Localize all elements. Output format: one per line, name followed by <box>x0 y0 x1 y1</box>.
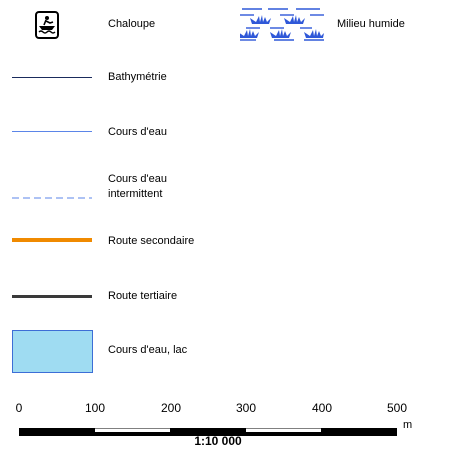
scale-tick-200: 200 <box>160 401 182 415</box>
legend-label-bathymetrie: Bathymétrie <box>108 71 167 83</box>
boat-icon <box>35 11 59 39</box>
bathymetry-line-symbol <box>12 77 92 78</box>
secondary-road-symbol <box>12 238 92 242</box>
scale-tick-500: 500 <box>386 401 408 415</box>
lake-fill-symbol <box>12 330 93 373</box>
scale-tick-300: 300 <box>235 401 257 415</box>
scale-tick-100: 100 <box>84 401 106 415</box>
scale-ratio: 1:10 000 <box>194 434 242 448</box>
legend-label-cours-deau-lac: Cours d'eau, lac <box>108 344 188 356</box>
legend-label-chaloupe: Chaloupe <box>108 18 156 30</box>
legend-label-cours-deau: Cours d'eau <box>108 126 167 138</box>
legend-label-cours-deau-intermittent-line2: intermittent <box>108 188 163 200</box>
tertiary-road-symbol <box>12 295 92 298</box>
scale-tick-0: 0 <box>15 401 23 415</box>
intermittent-stream-dashed-symbol <box>12 186 92 199</box>
legend-label-route-secondaire: Route secondaire <box>108 235 195 247</box>
stream-line-symbol <box>12 131 92 132</box>
scale-unit: m <box>403 419 413 431</box>
scale-bar <box>18 423 398 437</box>
legend-label-milieu-humide: Milieu humide <box>337 18 405 30</box>
scale-tick-400: 400 <box>311 401 333 415</box>
wetland-pattern <box>238 6 324 44</box>
legend-label-route-tertiaire: Route tertiaire <box>108 290 178 302</box>
legend-label-cours-deau-intermittent-line1: Cours d'eau <box>108 173 167 185</box>
